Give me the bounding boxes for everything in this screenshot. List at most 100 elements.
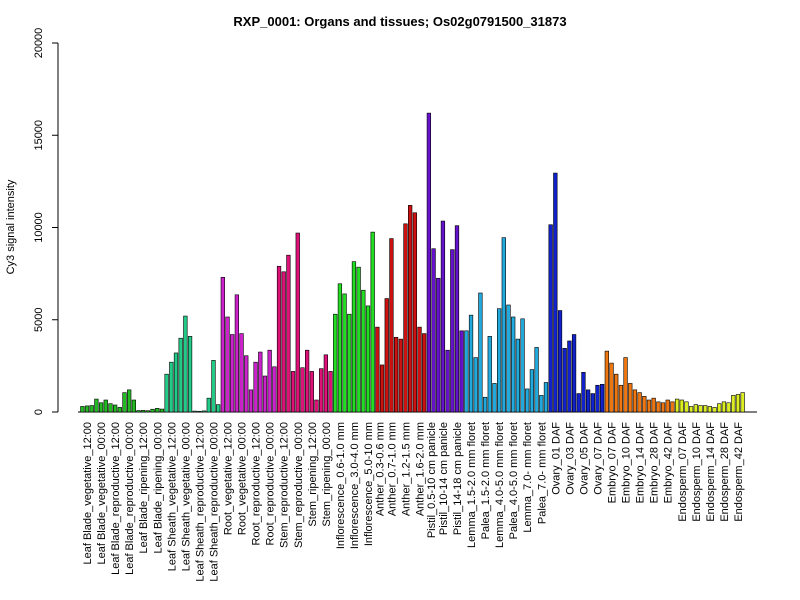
bar <box>557 310 563 413</box>
x-tick-label: Lemma_7.0- mm floret <box>522 422 534 533</box>
bar <box>84 405 90 413</box>
bar <box>595 384 600 413</box>
bar <box>333 313 338 413</box>
bar <box>122 392 127 413</box>
x-tick-label: Leaf Blade_ripening_12:00 <box>138 422 150 554</box>
bar <box>145 410 151 413</box>
bar <box>169 361 174 413</box>
bar <box>698 405 703 413</box>
bar <box>731 395 736 413</box>
bar <box>197 410 202 413</box>
x-tick-label: Inflorescence_3.0-4.0 mm <box>349 422 361 549</box>
bar <box>117 407 122 413</box>
x-tick-label: Ovary_01 DAF <box>550 422 562 495</box>
bar <box>679 399 684 413</box>
bar <box>267 349 272 413</box>
bar <box>98 402 104 413</box>
x-tick-label: Inflorescence_0.6-1.0 mm <box>335 422 347 549</box>
bar <box>609 362 614 413</box>
bar <box>323 354 328 413</box>
x-tick-label: Palea_7.0- mm floret <box>536 422 548 524</box>
bar <box>417 326 422 413</box>
bar <box>487 336 492 413</box>
bar <box>492 383 497 413</box>
bar <box>459 330 464 413</box>
bar <box>436 277 441 413</box>
bar <box>295 232 300 413</box>
x-tick-label: Endosperm_14 DAF <box>705 422 717 522</box>
x-tick-label: Stem_reproductive_12:00 <box>279 422 291 548</box>
bar <box>136 410 141 413</box>
x-tick-label: Inflorescence_5.0-10 mm <box>363 422 375 546</box>
bar <box>192 410 197 413</box>
bar <box>656 401 661 413</box>
bar <box>689 406 694 413</box>
bar <box>108 403 113 413</box>
bar <box>127 389 132 413</box>
x-tick-label: Ovary_05 DAF <box>578 422 590 495</box>
x-tick-label: Leaf Blade_ripening_00:00 <box>152 422 164 554</box>
bar <box>520 318 525 413</box>
x-tick-label: Embryo_42 DAF <box>663 422 675 504</box>
bar <box>239 333 244 413</box>
bar <box>721 401 727 413</box>
bar <box>276 265 282 413</box>
bar <box>89 405 94 413</box>
bar <box>262 375 268 413</box>
bar <box>342 293 347 413</box>
bar <box>370 231 375 413</box>
bar <box>173 352 179 413</box>
bar <box>482 396 488 413</box>
bar <box>543 382 549 413</box>
bar <box>244 355 249 413</box>
bar <box>159 408 165 413</box>
bar <box>529 369 535 413</box>
x-tick-label: Endosperm_42 DAF <box>733 422 745 522</box>
bar <box>328 371 333 413</box>
bar <box>632 389 638 413</box>
bar <box>534 347 539 413</box>
bar <box>131 399 136 413</box>
bar <box>201 410 207 413</box>
bar <box>473 357 478 413</box>
bar <box>164 373 169 413</box>
x-tick-label: Pistil_14-18 cm panicle <box>452 422 464 535</box>
y-axis: 0 5000 10000 15000 20000 <box>33 28 59 415</box>
x-tick-label: Palea_1.5-2.0 mm floret <box>480 422 492 539</box>
bar <box>150 408 155 413</box>
bar <box>684 401 689 413</box>
bar <box>450 249 455 413</box>
bar <box>412 212 417 413</box>
bar <box>230 334 235 413</box>
bar <box>623 357 628 413</box>
bar <box>141 410 146 413</box>
bar <box>183 315 188 413</box>
bar <box>553 172 558 413</box>
x-tick-label: Root_vegetative_00:00 <box>237 422 249 535</box>
x-tick-label: Endosperm_10 DAF <box>691 422 703 522</box>
bar <box>670 401 675 413</box>
bar <box>398 338 403 413</box>
bar <box>562 348 567 413</box>
y-tick-label: 0 <box>33 409 45 415</box>
bar <box>642 396 647 413</box>
x-tick-label: Leaf Blade_reproductive_12:00 <box>110 422 122 575</box>
bar <box>726 402 731 413</box>
y-tick-label: 20000 <box>33 28 45 59</box>
bar <box>80 406 85 413</box>
bar <box>422 333 427 413</box>
x-tick-label: Leaf Sheath_reproductive_12:00 <box>194 422 206 582</box>
bar <box>440 220 446 413</box>
x-tick-labels: Leaf Blade_vegetative_12:00 Leaf Blade_ve… <box>82 422 745 582</box>
bar <box>272 366 277 413</box>
x-tick-label: Ovary_07 DAF <box>592 422 604 495</box>
y-axis-label: Cy3 signal intensity <box>5 179 17 274</box>
x-tick-label: Lemma_4.0-5.0 mm floret <box>494 422 506 548</box>
bar <box>651 397 656 413</box>
bar <box>314 399 319 413</box>
x-tick-label: Root_reproductive_00:00 <box>265 422 277 546</box>
bar <box>445 349 450 413</box>
bar <box>600 384 605 413</box>
bar <box>717 403 722 413</box>
y-tick-label: 15000 <box>33 120 45 151</box>
